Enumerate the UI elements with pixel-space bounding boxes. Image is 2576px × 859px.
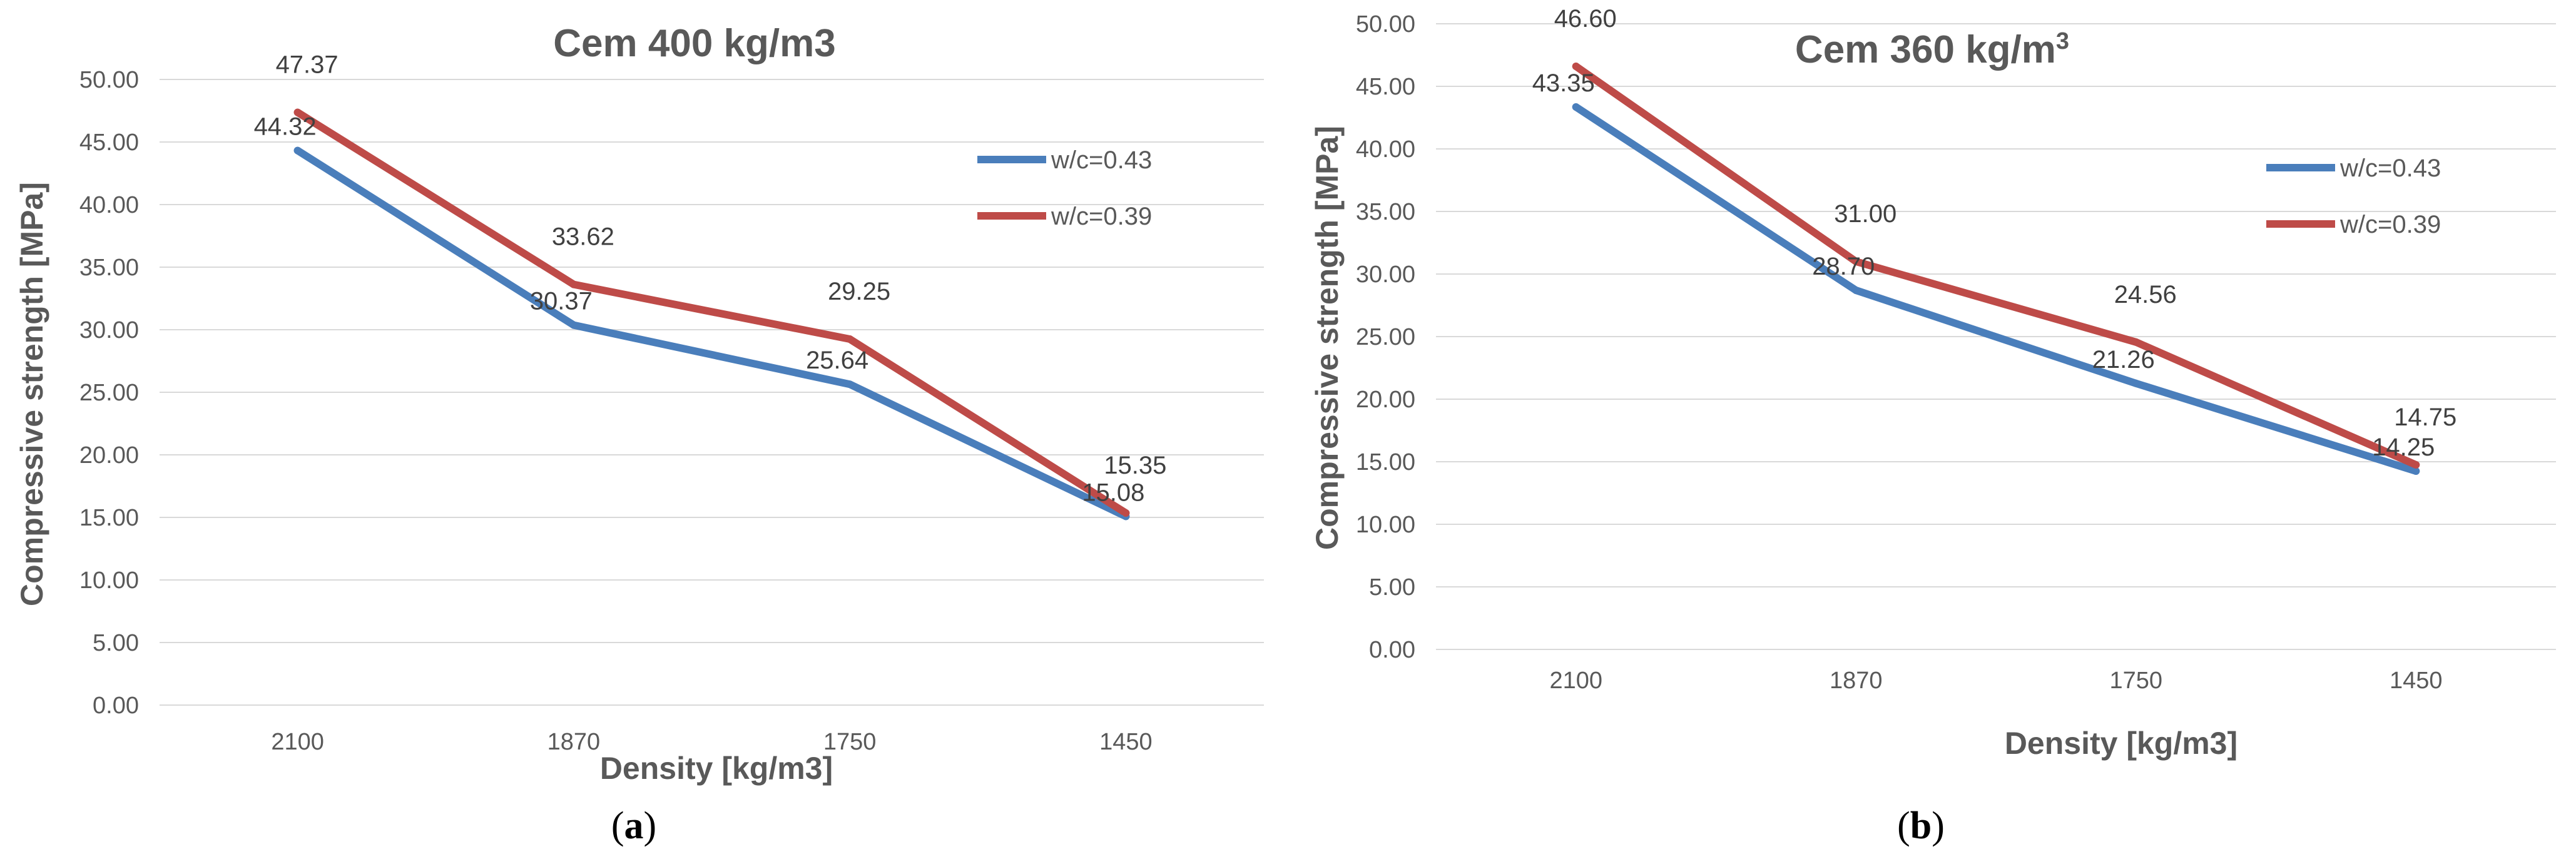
series-line	[1572, 63, 2420, 469]
data-label: 33.62	[552, 223, 614, 251]
x-tick-label: 1750	[823, 729, 877, 755]
data-point	[569, 321, 578, 329]
chart-title: Cem 360 kg/m3	[1795, 28, 2069, 71]
data-point	[1572, 63, 1580, 70]
data-point	[2132, 379, 2140, 387]
y-tick-label: 50.00	[79, 67, 139, 93]
data-label: 30.37	[530, 288, 593, 315]
y-tick-label: 25.00	[79, 380, 139, 406]
legend-entry: w/c=0.43	[1051, 146, 1152, 174]
y-tick-label: 25.00	[1356, 324, 1415, 350]
x-tick-label: 2100	[271, 729, 324, 755]
x-tick-label: 1750	[2109, 668, 2162, 694]
data-point	[2132, 338, 2140, 346]
y-tick-label: 20.00	[79, 442, 139, 469]
legend-entry: w/c=0.43	[2339, 155, 2441, 182]
y-tick-label: 45.00	[1356, 74, 1415, 100]
x-tick-label: 2100	[1549, 668, 1602, 694]
data-label: 24.56	[2114, 281, 2177, 308]
y-tick-label: 15.00	[79, 505, 139, 531]
data-point	[1572, 103, 1580, 111]
x-tick-label: 1450	[2390, 668, 2443, 694]
data-label: 28.70	[1812, 253, 1875, 280]
x-axis-title: Density [kg/m3]	[2005, 726, 2237, 761]
chart-title: Cem 400 kg/m3	[553, 22, 835, 65]
data-point	[1122, 509, 1130, 517]
data-label: 47.37	[276, 51, 339, 79]
y-tick-label: 20.00	[1356, 387, 1415, 413]
data-label: 29.25	[828, 278, 890, 305]
y-tick-label: 10.00	[79, 567, 139, 594]
data-point	[1852, 258, 1860, 265]
chart-panel-a: Cem 400 kg/m3 0.00 5.00 10.00 15.00 20.00 25.…	[14, 22, 1264, 847]
data-label: 21.26	[2092, 346, 2155, 374]
y-tick-label: 35.00	[79, 255, 139, 281]
x-tick-label: 1870	[547, 729, 601, 755]
data-point	[846, 335, 854, 343]
series-line	[1572, 103, 2420, 475]
data-label: 15.35	[1104, 452, 1166, 479]
data-point	[293, 108, 302, 116]
y-tick-label: 30.00	[79, 317, 139, 343]
data-point	[2412, 461, 2420, 469]
data-label: 31.00	[1834, 200, 1896, 228]
y-axis-title: Compressive strength [MPa]	[1310, 126, 1345, 550]
data-label: 14.75	[2394, 404, 2456, 431]
y-tick-label: 5.00	[93, 630, 139, 656]
data-label: 25.64	[806, 347, 868, 374]
y-tick-label: 30.00	[1356, 262, 1415, 288]
y-tick-label: 50.00	[1356, 11, 1415, 38]
y-tick-label: 5.00	[1369, 574, 1415, 601]
series-line	[293, 146, 1130, 521]
x-tick-label: 1870	[1830, 668, 1883, 694]
legend-entry: w/c=0.39	[2339, 211, 2441, 238]
y-tick-label: 0.00	[1369, 637, 1415, 663]
panel-caption: (b)	[1897, 805, 1945, 847]
y-tick-label: 40.00	[79, 192, 139, 218]
data-point	[2412, 467, 2420, 475]
y-tick-label: 40.00	[1356, 136, 1415, 163]
data-label: 15.08	[1082, 479, 1144, 506]
data-label: 43.35	[1532, 69, 1595, 97]
data-label: 46.60	[1554, 5, 1617, 33]
y-tick-label: 0.00	[93, 693, 139, 719]
y-tick-label: 45.00	[79, 130, 139, 156]
y-tick-label: 15.00	[1356, 449, 1415, 475]
series-line	[293, 108, 1130, 517]
data-label: 44.32	[254, 113, 317, 141]
legend-entry: w/c=0.39	[1051, 203, 1152, 230]
y-axis-title: Compressive strength [MPa]	[14, 182, 49, 606]
panel-caption: (a)	[611, 805, 656, 847]
data-label: 14.25	[2372, 434, 2435, 461]
y-tick-label: 10.00	[1356, 512, 1415, 538]
y-tick-label: 35.00	[1356, 199, 1415, 225]
data-point	[569, 280, 578, 288]
data-point	[1852, 287, 1860, 294]
chart-panel-b: Cem 360 kg/m3 0.00 5.00 10.00 15.00 20.00 25.…	[1310, 5, 2556, 847]
data-point	[293, 146, 302, 155]
data-point	[846, 380, 854, 389]
x-tick-label: 1450	[1099, 729, 1153, 755]
x-axis-title: Density [kg/m3]	[600, 751, 833, 786]
